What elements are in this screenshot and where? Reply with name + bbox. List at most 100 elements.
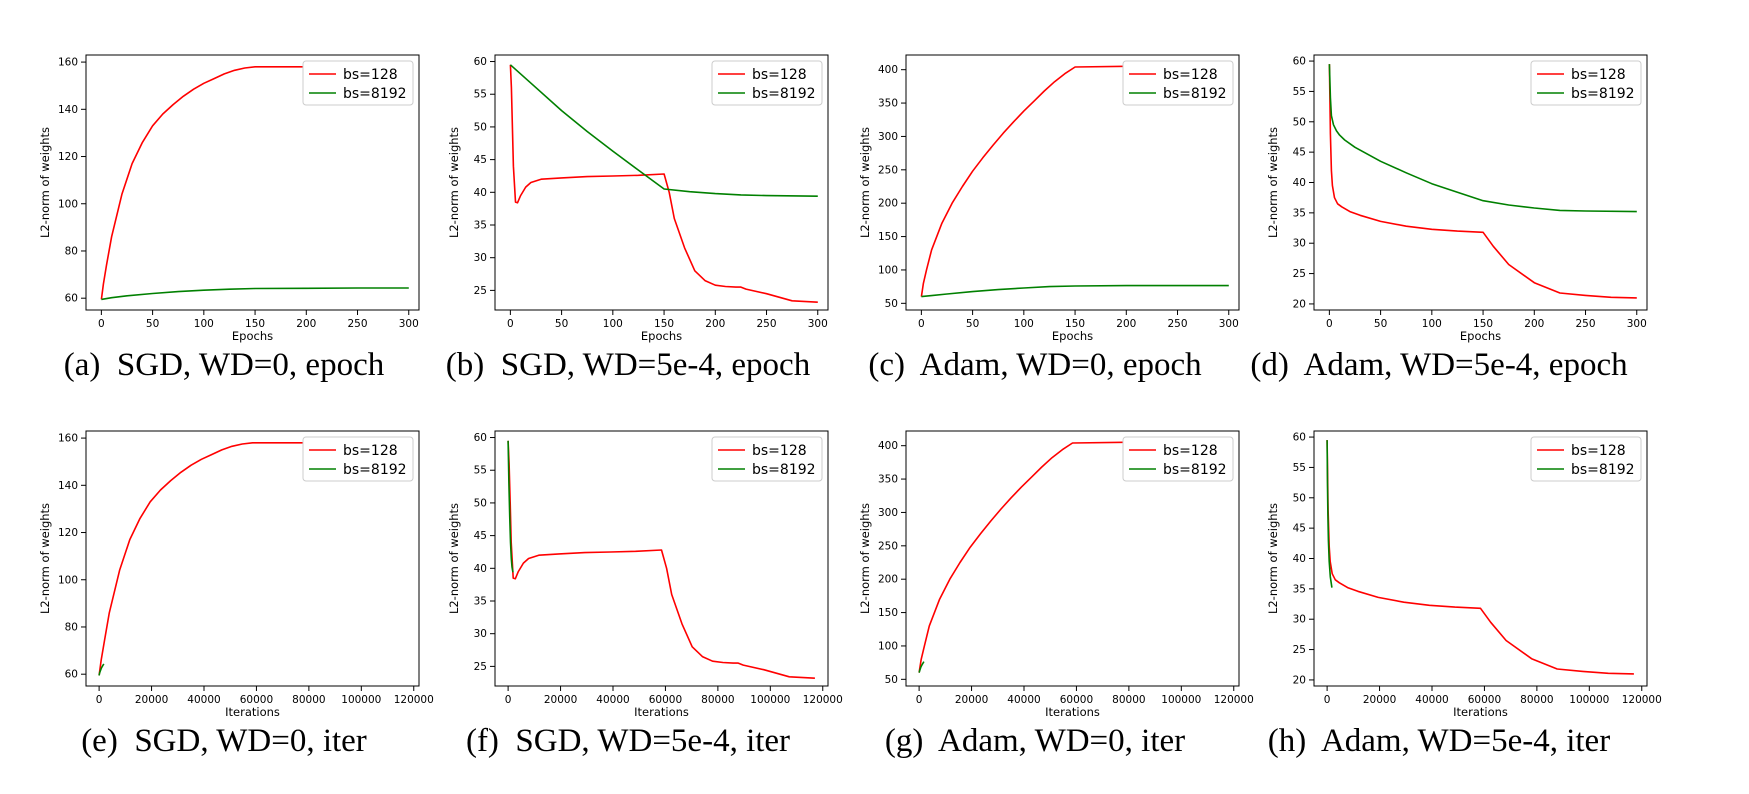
x-axis-label: Epochs bbox=[232, 329, 273, 343]
legend-label: bs=128 bbox=[1571, 67, 1626, 83]
x-tick-label: 100 bbox=[603, 318, 623, 330]
y-tick-label: 120 bbox=[58, 527, 78, 539]
x-tick-label: 250 bbox=[756, 318, 776, 330]
x-tick-label: 200 bbox=[1524, 318, 1544, 330]
legend-label: bs=128 bbox=[343, 443, 398, 459]
axes-frame bbox=[905, 430, 1240, 687]
y-tick-label: 35 bbox=[474, 596, 487, 608]
x-tick-label: 250 bbox=[347, 318, 367, 330]
series-line-c-1 bbox=[920, 65, 1229, 297]
series-line-g-1 bbox=[918, 441, 1226, 673]
legend-label: bs=128 bbox=[752, 443, 807, 459]
axes-frame bbox=[85, 430, 420, 687]
y-tick-label: 50 bbox=[885, 674, 898, 686]
legend-label: bs=8192 bbox=[752, 462, 816, 478]
y-axis-label: L2-norm of weights bbox=[858, 127, 872, 238]
y-tick-label: 140 bbox=[58, 480, 78, 492]
legend: bs=128 bs=8192 bbox=[302, 60, 414, 106]
y-tick-label: 25 bbox=[474, 285, 487, 297]
y-tick-label: 50 bbox=[1293, 116, 1306, 128]
x-tick-label: 300 bbox=[1219, 318, 1239, 330]
x-tick-label: 50 bbox=[1374, 318, 1387, 330]
x-tick-label: 80000 bbox=[292, 694, 325, 706]
x-tick-label: 100 bbox=[194, 318, 214, 330]
y-tick-label: 45 bbox=[1293, 147, 1306, 159]
subplot-d: 0 50 100 150 200 250 300 20 25 30 35 40 45 50 55 60 Epoc… bbox=[1250, 54, 1648, 383]
legend-label: bs=128 bbox=[1163, 67, 1218, 83]
y-tick-label: 60 bbox=[65, 293, 78, 305]
x-tick-label: 250 bbox=[1575, 318, 1595, 330]
subplot-c: 0 50 100 150 200 250 300 50 100 150 200 250 300 350 40… bbox=[858, 54, 1240, 383]
x-tick-label: 200 bbox=[705, 318, 725, 330]
y-tick-label: 60 bbox=[474, 56, 487, 68]
y-tick-label: 50 bbox=[1293, 492, 1306, 504]
y-tick-label: 30 bbox=[474, 252, 487, 264]
x-tick-label: 150 bbox=[1065, 318, 1085, 330]
subplot-caption: (h) Adam, WD=5e-4, iter bbox=[1268, 723, 1610, 759]
series-line-b-1 bbox=[509, 64, 818, 303]
series-line-h-1 bbox=[1326, 440, 1634, 675]
legend: bs=128 bs=8192 bbox=[711, 60, 823, 106]
y-tick-label: 50 bbox=[474, 497, 487, 509]
legend-box bbox=[1122, 436, 1234, 482]
x-tick-label: 150 bbox=[654, 318, 674, 330]
legend-label: bs=8192 bbox=[752, 86, 816, 102]
x-tick-label: 20000 bbox=[544, 694, 577, 706]
axes-frame bbox=[494, 430, 829, 687]
series-line-a-1 bbox=[100, 66, 409, 300]
y-tick-label: 400 bbox=[878, 440, 898, 452]
y-tick-label: 35 bbox=[1293, 583, 1306, 595]
y-tick-label: 80 bbox=[65, 245, 78, 257]
y-tick-label: 40 bbox=[474, 187, 487, 199]
y-tick-label: 30 bbox=[1293, 238, 1306, 250]
x-tick-label: 0 bbox=[916, 694, 923, 706]
series-line-c-2 bbox=[921, 284, 1229, 298]
subplot-b: 0 50 100 150 200 250 300 25 30 35 40 45 50 55 60 Epochs… bbox=[446, 54, 829, 383]
x-tick-label: 40000 bbox=[187, 694, 220, 706]
y-tick-label: 50 bbox=[885, 298, 898, 310]
y-axis-label: L2-norm of weights bbox=[447, 127, 461, 238]
x-tick-label: 100 bbox=[1422, 318, 1442, 330]
x-tick-label: 300 bbox=[1627, 318, 1647, 330]
y-tick-label: 150 bbox=[878, 607, 898, 619]
y-tick-label: 60 bbox=[474, 432, 487, 444]
x-tick-label: 80000 bbox=[1112, 694, 1145, 706]
y-tick-label: 100 bbox=[878, 640, 898, 652]
x-tick-label: 300 bbox=[399, 318, 419, 330]
legend-label: bs=128 bbox=[343, 67, 398, 83]
legend: bs=128 bs=8192 bbox=[711, 436, 823, 482]
y-axis-label: L2-norm of weights bbox=[38, 127, 52, 238]
y-tick-label: 250 bbox=[878, 540, 898, 552]
x-tick-label: 60000 bbox=[1060, 694, 1093, 706]
y-tick-label: 350 bbox=[878, 474, 898, 486]
y-axis-label: L2-norm of weights bbox=[1266, 503, 1280, 614]
legend-box bbox=[1122, 60, 1234, 106]
x-tick-label: 0 bbox=[1324, 694, 1331, 706]
x-tick-label: 40000 bbox=[1415, 694, 1448, 706]
subplot-caption: (b) SGD, WD=5e-4, epoch bbox=[446, 347, 811, 383]
y-tick-label: 50 bbox=[474, 121, 487, 133]
y-tick-label: 25 bbox=[474, 661, 487, 673]
x-tick-label: 80000 bbox=[1520, 694, 1553, 706]
y-tick-label: 45 bbox=[1293, 523, 1306, 535]
legend: bs=128 bs=8192 bbox=[1530, 60, 1642, 106]
axes-frame bbox=[905, 54, 1240, 311]
subplot-g: 0 20000 40000 60000 80000 100000 120000 50 100 15… bbox=[858, 430, 1254, 759]
legend-box bbox=[711, 60, 823, 106]
legend-label: bs=8192 bbox=[343, 462, 407, 478]
subplot-a: 0 50 100 150 200 250 300 60 80 100 120 140 160 Epochs… bbox=[38, 54, 420, 383]
x-axis-label: Epochs bbox=[641, 329, 682, 343]
subplot-e: 0 20000 40000 60000 80000 100000 120000 60 80 100… bbox=[38, 430, 434, 759]
legend-label: bs=128 bbox=[1571, 443, 1626, 459]
x-tick-label: 150 bbox=[1473, 318, 1493, 330]
y-tick-label: 55 bbox=[1293, 86, 1306, 98]
subplot-caption: (e) SGD, WD=0, iter bbox=[81, 723, 367, 759]
x-tick-label: 40000 bbox=[596, 694, 629, 706]
legend-box bbox=[1530, 60, 1642, 106]
x-tick-label: 50 bbox=[146, 318, 159, 330]
subplot-caption: (a) SGD, WD=0, epoch bbox=[64, 347, 385, 383]
y-tick-label: 160 bbox=[58, 433, 78, 445]
x-tick-label: 100 bbox=[1014, 318, 1034, 330]
x-tick-label: 80000 bbox=[701, 694, 734, 706]
